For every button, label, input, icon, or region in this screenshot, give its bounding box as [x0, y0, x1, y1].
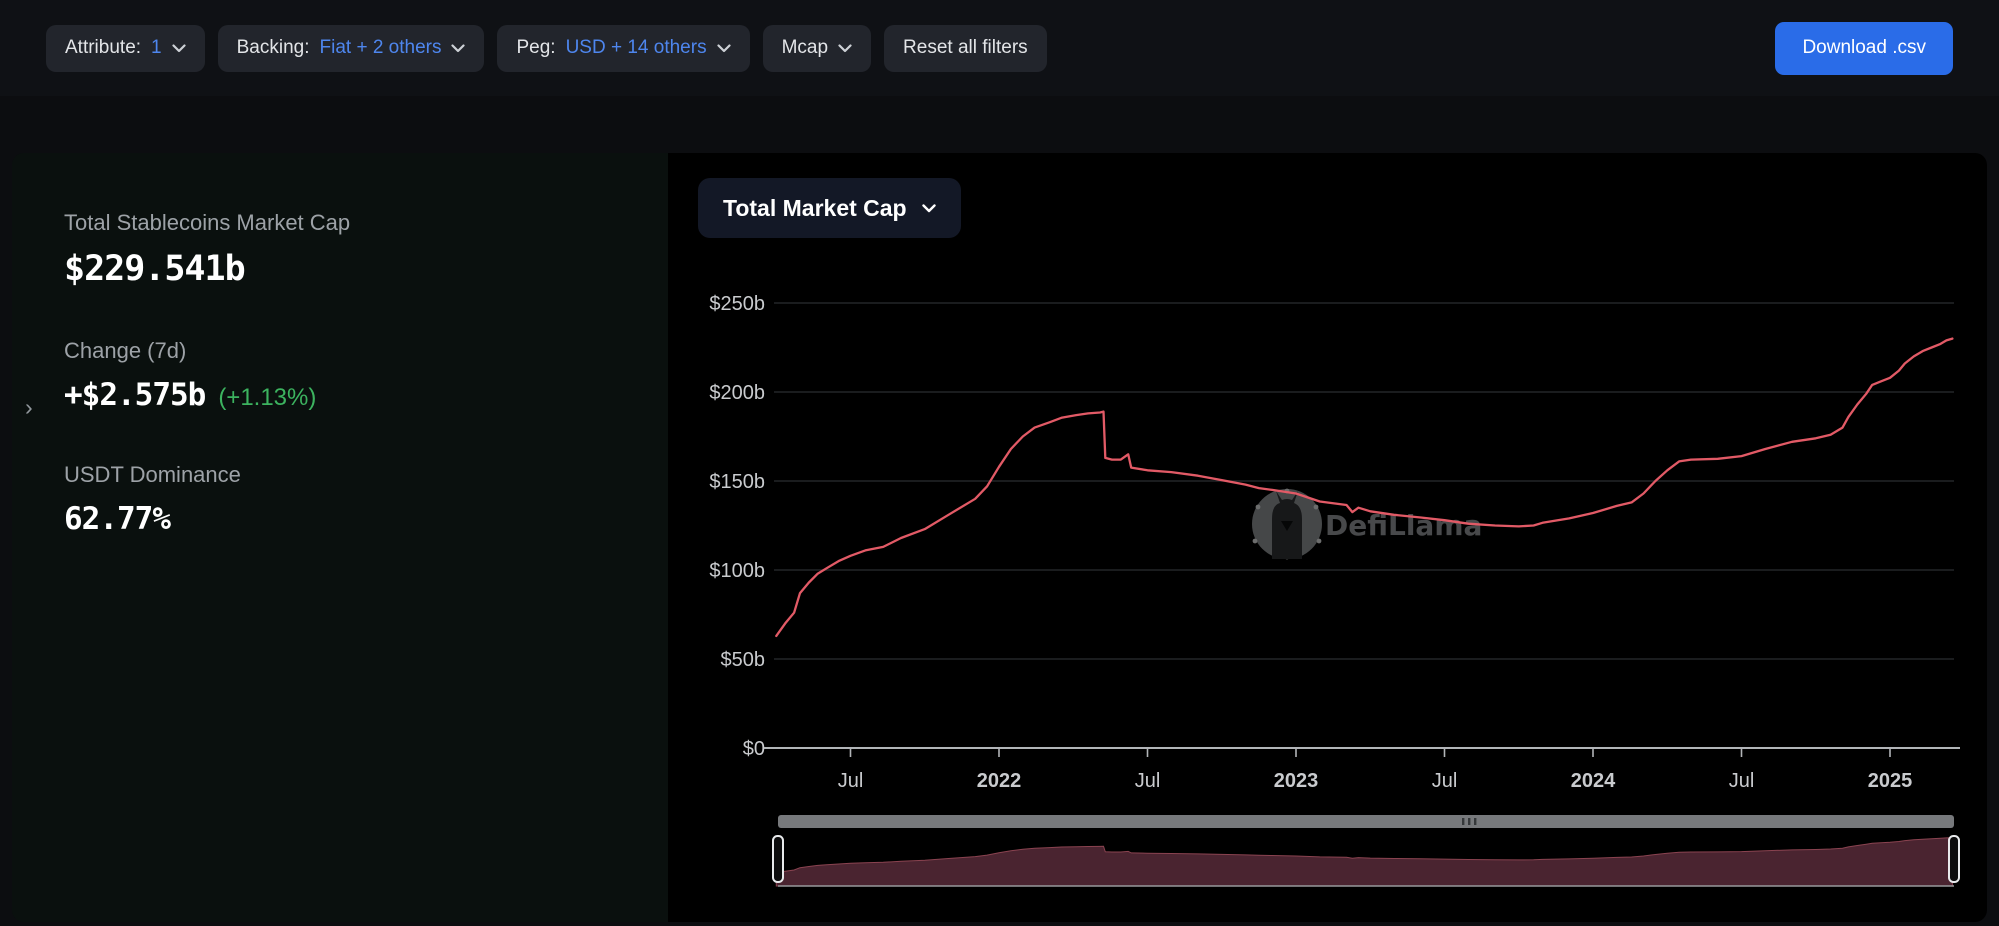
x-axis-label: Jul [1135, 770, 1161, 792]
x-axis-label: 2023 [1274, 770, 1319, 792]
x-axis-label: 2022 [977, 770, 1022, 792]
attribute-filter-value: 1 [151, 37, 162, 58]
logo-tick [1255, 504, 1261, 510]
attribute-filter-button[interactable]: Attribute: 1 [46, 24, 205, 72]
filter-bar: Attribute: 1 Backing: Fiat + 2 others Pe… [0, 0, 1999, 96]
chart-metric-label: Total Market Cap [723, 194, 907, 221]
llama-nose [1281, 521, 1293, 531]
chevron-down-icon [451, 43, 466, 52]
peg-filter-button[interactable]: Peg: USD + 14 others [497, 24, 750, 72]
peg-filter-label: Peg: [516, 37, 556, 58]
filter-group: Attribute: 1 Backing: Fiat + 2 others Pe… [46, 24, 1047, 72]
x-axis-label: 2024 [1571, 770, 1616, 792]
usdt-dominance-value: 62.77% [64, 501, 171, 537]
mcap-filter-label: Mcap [781, 37, 829, 58]
usdt-dominance-stat: USDT Dominance 62.77% [64, 462, 628, 537]
brush-mini-chart [775, 837, 1953, 887]
y-axis-label: $0 [743, 738, 765, 760]
logo-tick [1313, 504, 1319, 510]
change-7d-stat: Change (7d) +$2.575b (+1.13%) [64, 338, 628, 413]
x-axis-label: 2025 [1868, 770, 1913, 792]
y-axis-label: $200b [709, 382, 765, 404]
scrollbar-grip-dots [1474, 818, 1477, 825]
y-axis-label: $50b [721, 649, 766, 671]
expand-chevron-icon[interactable]: › [25, 394, 33, 420]
brush-handle-right[interactable] [1948, 835, 1960, 883]
backing-filter-button[interactable]: Backing: Fiat + 2 others [217, 24, 485, 72]
scrollbar-grip-dots [1462, 818, 1465, 825]
total-market-cap-stat: Total Stablecoins Market Cap $229.541b [64, 210, 628, 289]
mcap-filter-button[interactable]: Mcap [762, 24, 872, 72]
y-axis-label: $250b [709, 293, 765, 315]
market-cap-line-chart: $0 $50b $100b $150b $200b $250b Jul 2022 Jul 2023… [709, 293, 1960, 887]
backing-filter-label: Backing: [236, 37, 310, 58]
chevron-down-icon [716, 43, 731, 52]
chart-panel: Total Market Cap $0 $50b $100b $150b $200b $2… [668, 153, 1987, 922]
y-axis-label: $150b [709, 471, 765, 493]
x-axis-label: Jul [838, 770, 864, 792]
change-7d-percent: (+1.13%) [218, 384, 317, 411]
logo-tick [1252, 538, 1258, 544]
x-axis-label: Jul [1729, 770, 1755, 792]
defillama-watermark: DefiLlama [1252, 488, 1482, 560]
reset-all-filters-button[interactable]: Reset all filters [884, 24, 1047, 72]
download-csv-label: Download .csv [1802, 37, 1926, 58]
change-7d-label: Change (7d) [64, 338, 187, 363]
chart-metric-selector[interactable]: Total Market Cap [698, 178, 961, 238]
backing-filter-value: Fiat + 2 others [319, 37, 442, 58]
reset-all-filters-label: Reset all filters [903, 37, 1028, 58]
change-7d-value: +$2.575b [64, 377, 206, 413]
usdt-dominance-label: USDT Dominance [64, 462, 241, 487]
total-market-cap-label: Total Stablecoins Market Cap [64, 210, 351, 235]
chevron-down-icon [172, 43, 186, 52]
attribute-filter-label: Attribute: [65, 37, 142, 58]
change-7d-row: +$2.575b (+1.13%) [64, 377, 628, 413]
x-axis-label: Jul [1432, 770, 1458, 792]
stats-panel: › Total Stablecoins Market Cap $229.541b… [12, 153, 668, 922]
main-panels: › Total Stablecoins Market Cap $229.541b… [12, 153, 1987, 922]
peg-filter-value: USD + 14 others [565, 37, 707, 58]
total-market-cap-value: $229.541b [64, 249, 246, 289]
watermark-text: DefiLlama [1325, 509, 1482, 542]
y-axis-label: $100b [709, 560, 765, 582]
chevron-down-icon [838, 43, 852, 52]
market-cap-line [775, 337, 1954, 638]
download-csv-button[interactable]: Download .csv [1775, 21, 1953, 75]
brush-scrollbar[interactable] [778, 815, 1954, 828]
scrollbar-grip-dots [1468, 818, 1471, 825]
logo-tick [1316, 538, 1322, 544]
chevron-down-icon [921, 203, 936, 212]
brush-handle-left[interactable] [772, 835, 784, 883]
